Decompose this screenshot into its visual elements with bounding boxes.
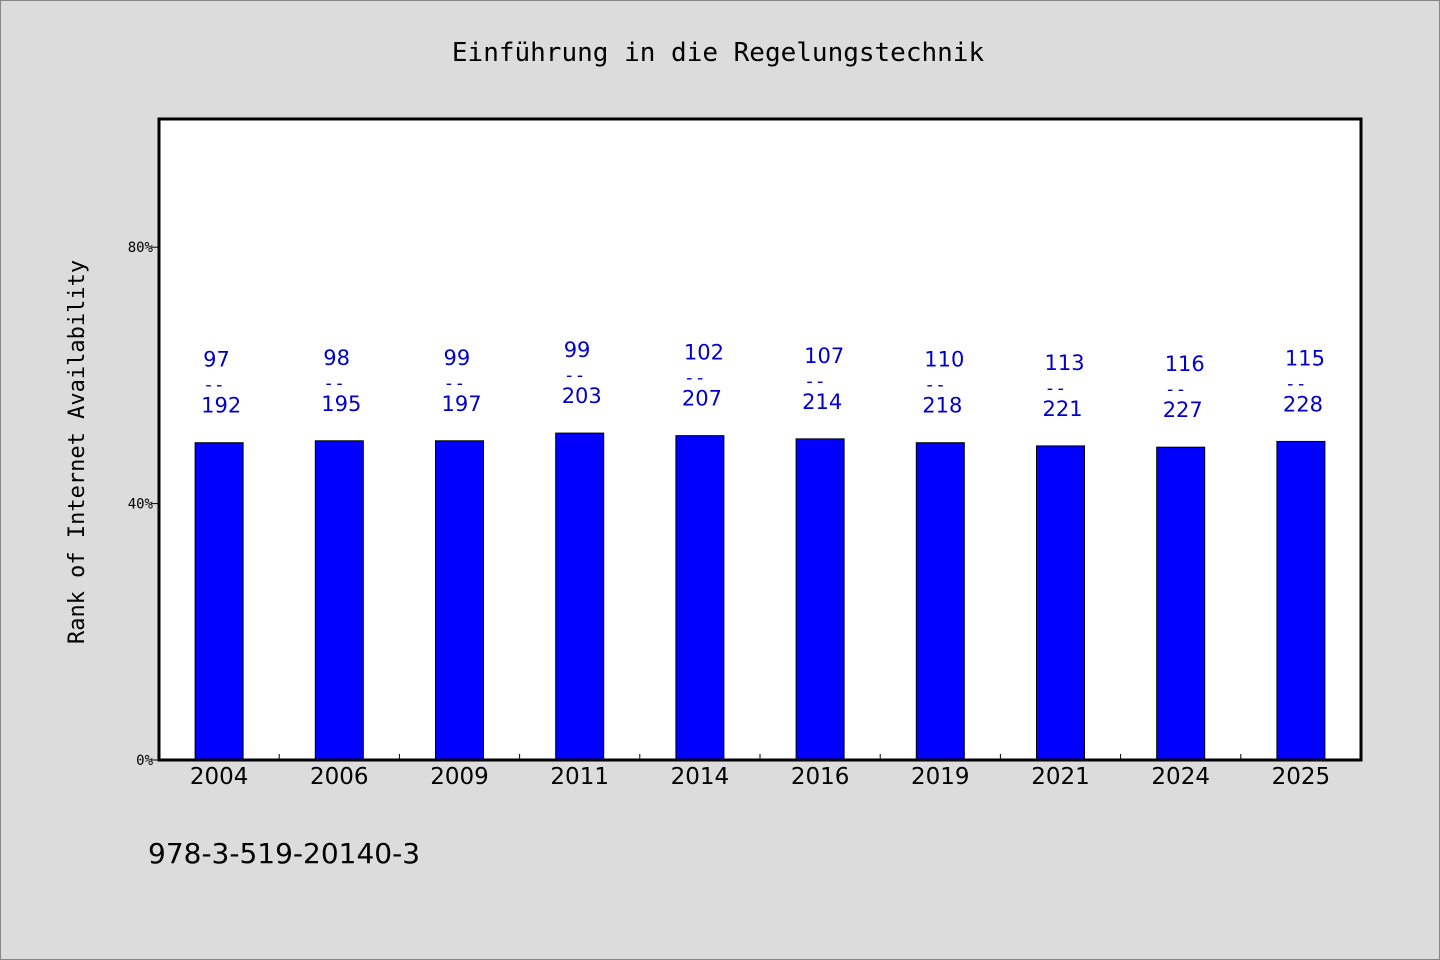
bar [435, 440, 484, 761]
data-label-separator: -- [1285, 373, 1307, 394]
data-label-bottom: 218 [922, 394, 962, 418]
bar [675, 435, 725, 761]
data-label-separator: -- [804, 371, 826, 392]
data-label-bottom: 203 [562, 384, 602, 408]
x-tick-label: 2014 [671, 764, 730, 790]
x-tick-label: 2006 [310, 764, 369, 790]
plot-border [157, 117, 1363, 762]
x-tick-label: 2024 [1151, 764, 1210, 790]
data-label-separator: -- [684, 368, 706, 389]
x-tick-label: 2004 [190, 764, 249, 790]
data-label-top: 102 [684, 341, 724, 365]
data-label-bottom: 192 [201, 394, 241, 418]
bar [314, 440, 364, 761]
y-tick-label: 80% [128, 240, 154, 256]
data-label-separator: -- [924, 375, 946, 396]
data-label-top: 107 [804, 344, 844, 368]
data-label-separator: -- [444, 373, 466, 394]
data-label-top: 110 [924, 348, 964, 372]
data-label-separator: -- [1045, 378, 1067, 399]
data-label-separator: -- [323, 373, 345, 394]
bar [1156, 446, 1206, 761]
bar [1276, 440, 1326, 761]
isbn-text: 978-3-519-20140-3 [148, 837, 420, 870]
x-tick-label: 2021 [1031, 764, 1090, 790]
data-label-top: 113 [1045, 351, 1085, 375]
x-tick-label: 2009 [430, 764, 489, 790]
data-label-bottom: 195 [321, 392, 361, 416]
data-label-top: 115 [1285, 346, 1325, 370]
bar [555, 432, 605, 761]
data-label-separator: -- [564, 365, 586, 386]
data-label-separator: -- [203, 375, 225, 396]
data-label-bottom: 207 [682, 387, 722, 411]
x-tick-label: 2011 [550, 764, 609, 790]
data-label-bottom: 228 [1283, 392, 1323, 416]
y-tick-label: 0% [136, 753, 153, 769]
chart-title: Einführung in die Regelungstechnik [452, 38, 985, 68]
data-label-top: 116 [1165, 352, 1205, 376]
x-tick-label: 2019 [911, 764, 970, 790]
bar [915, 442, 965, 761]
y-axis-label: Rank of Internet Availability [65, 260, 90, 644]
data-label-bottom: 197 [442, 392, 482, 416]
data-label-bottom: 214 [802, 390, 842, 414]
bar [795, 438, 845, 761]
data-label-top: 99 [564, 338, 591, 362]
data-label-top: 99 [444, 346, 471, 370]
y-tick-label: 40% [128, 497, 154, 513]
bar [1036, 445, 1085, 761]
data-label-bottom: 227 [1163, 398, 1203, 422]
data-label-top: 98 [323, 346, 350, 370]
bar [194, 442, 244, 761]
data-label-bottom: 221 [1043, 397, 1083, 421]
x-tick-label: 2016 [791, 764, 850, 790]
x-tick-label: 2025 [1272, 764, 1331, 790]
data-label-top: 97 [203, 348, 230, 372]
data-label-separator: -- [1165, 379, 1187, 400]
